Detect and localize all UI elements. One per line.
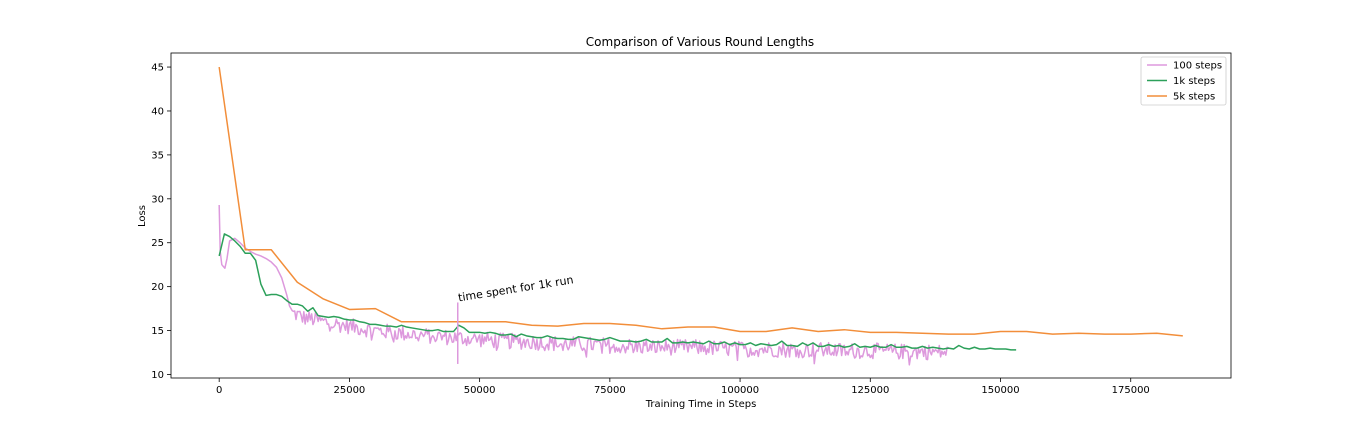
legend-label: 100 steps bbox=[1173, 61, 1222, 72]
y-tick-label: 25 bbox=[151, 238, 164, 249]
x-tick-label: 100000 bbox=[721, 385, 759, 396]
x-tick-label: 150000 bbox=[981, 385, 1019, 396]
x-tick-label: 0 bbox=[216, 385, 222, 396]
y-tick-label: 15 bbox=[151, 326, 164, 337]
legend-box bbox=[1140, 56, 1227, 106]
plot-frame bbox=[170, 52, 1232, 379]
legend-items: 100 steps 1k steps 5k steps bbox=[1147, 61, 1222, 103]
x-tick-label: 50000 bbox=[464, 385, 496, 396]
y-tick-label: 40 bbox=[151, 106, 164, 117]
y-tick-label: 45 bbox=[151, 63, 164, 74]
y-axis: 10 15 20 25 30 35 40 45 bbox=[151, 63, 171, 381]
y-tick-label: 20 bbox=[151, 282, 164, 293]
x-axis: 0 25000 50000 75000 100000 125000 150000 175000 bbox=[216, 378, 1150, 396]
series-layer bbox=[218, 66, 1183, 366]
legend: 100 steps 1k steps 5k steps bbox=[1140, 56, 1227, 106]
series-line-1k-steps bbox=[218, 233, 1017, 351]
series-line-5k-steps bbox=[218, 66, 1183, 337]
x-tick-label: 25000 bbox=[333, 385, 365, 396]
y-axis-label: Loss bbox=[137, 205, 148, 227]
x-axis-label: Training Time in Steps bbox=[645, 399, 757, 410]
y-tick-label: 35 bbox=[151, 150, 164, 161]
legend-label: 5k steps bbox=[1173, 92, 1215, 103]
legend-label: 1k steps bbox=[1173, 76, 1215, 87]
y-tick-label: 10 bbox=[151, 370, 164, 381]
x-tick-label: 175000 bbox=[1112, 385, 1150, 396]
x-tick-label: 125000 bbox=[851, 385, 889, 396]
x-tick-label: 75000 bbox=[594, 385, 626, 396]
y-tick-label: 30 bbox=[151, 194, 164, 205]
chart-title: Comparison of Various Round Lengths bbox=[586, 35, 814, 49]
